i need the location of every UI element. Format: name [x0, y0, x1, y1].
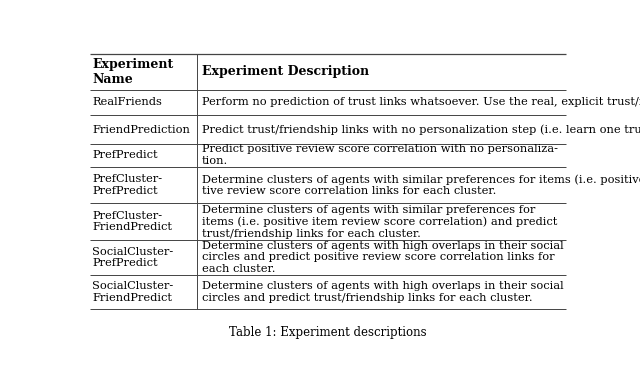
Text: Determine clusters of agents with similar preferences for items (i.e. positive i: Determine clusters of agents with simila…: [202, 174, 640, 196]
Text: Experiment
Name: Experiment Name: [92, 58, 173, 86]
Text: Predict positive review score correlation with no personaliza-
tion.: Predict positive review score correlatio…: [202, 144, 557, 166]
Text: SocialCluster-
PrefPredict: SocialCluster- PrefPredict: [92, 247, 173, 268]
Text: PrefCluster-
FriendPredict: PrefCluster- FriendPredict: [92, 211, 172, 233]
Text: FriendPrediction: FriendPrediction: [92, 125, 190, 135]
Text: Experiment Description: Experiment Description: [202, 65, 369, 79]
Text: PrefCluster-
PrefPredict: PrefCluster- PrefPredict: [92, 174, 163, 196]
Text: RealFriends: RealFriends: [92, 97, 163, 108]
Text: Determine clusters of agents with high overlaps in their social
circles and pred: Determine clusters of agents with high o…: [202, 281, 563, 303]
Text: PrefPredict: PrefPredict: [92, 150, 158, 160]
Text: Predict trust/friendship links with no personalization step (i.e. learn one trus: Predict trust/friendship links with no p…: [202, 124, 640, 135]
Text: Perform no prediction of trust links whatsoever. Use the real, explicit trust/fr: Perform no prediction of trust links wha…: [202, 97, 640, 108]
Text: Table 1: Experiment descriptions: Table 1: Experiment descriptions: [229, 326, 427, 339]
Text: Determine clusters of agents with high overlaps in their social
circles and pred: Determine clusters of agents with high o…: [202, 241, 563, 274]
Text: SocialCluster-
FriendPredict: SocialCluster- FriendPredict: [92, 281, 173, 303]
Text: Determine clusters of agents with similar preferences for
items (i.e. positive i: Determine clusters of agents with simila…: [202, 205, 557, 239]
